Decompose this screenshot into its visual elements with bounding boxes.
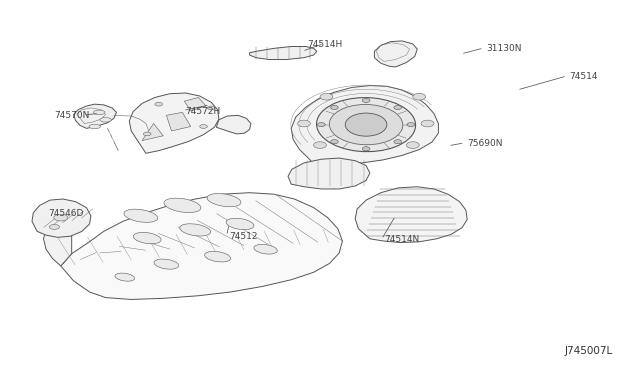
Ellipse shape bbox=[421, 120, 434, 127]
Ellipse shape bbox=[207, 193, 241, 207]
Ellipse shape bbox=[207, 106, 215, 110]
Ellipse shape bbox=[205, 251, 230, 262]
Ellipse shape bbox=[200, 125, 207, 128]
Polygon shape bbox=[355, 187, 467, 243]
Ellipse shape bbox=[330, 105, 403, 145]
Polygon shape bbox=[61, 193, 342, 299]
Ellipse shape bbox=[115, 273, 134, 281]
Ellipse shape bbox=[89, 124, 100, 129]
Ellipse shape bbox=[406, 142, 419, 148]
Polygon shape bbox=[142, 124, 163, 141]
Ellipse shape bbox=[331, 106, 339, 110]
Ellipse shape bbox=[413, 93, 426, 100]
Ellipse shape bbox=[317, 122, 325, 126]
Ellipse shape bbox=[298, 120, 310, 127]
Ellipse shape bbox=[314, 142, 326, 148]
Ellipse shape bbox=[155, 102, 163, 106]
Text: J745007L: J745007L bbox=[565, 346, 613, 356]
Text: 74570N: 74570N bbox=[54, 111, 90, 120]
Ellipse shape bbox=[407, 122, 415, 126]
Text: 74546D: 74546D bbox=[48, 209, 83, 218]
Ellipse shape bbox=[394, 106, 401, 110]
Ellipse shape bbox=[317, 97, 415, 152]
Polygon shape bbox=[44, 208, 72, 266]
Ellipse shape bbox=[54, 214, 68, 221]
Polygon shape bbox=[374, 41, 417, 67]
Polygon shape bbox=[216, 115, 251, 134]
Polygon shape bbox=[74, 104, 116, 128]
Ellipse shape bbox=[362, 147, 370, 151]
Ellipse shape bbox=[143, 132, 151, 136]
Polygon shape bbox=[291, 86, 438, 164]
Polygon shape bbox=[184, 97, 206, 111]
Ellipse shape bbox=[124, 209, 157, 222]
Text: 74514: 74514 bbox=[570, 72, 598, 81]
Polygon shape bbox=[32, 199, 91, 237]
Ellipse shape bbox=[164, 198, 201, 212]
Text: 74572H: 74572H bbox=[186, 107, 221, 116]
Text: 75690N: 75690N bbox=[467, 139, 502, 148]
Ellipse shape bbox=[100, 118, 111, 122]
Ellipse shape bbox=[133, 232, 161, 244]
Polygon shape bbox=[129, 93, 219, 153]
Text: 31130N: 31130N bbox=[486, 44, 522, 53]
Ellipse shape bbox=[346, 113, 387, 136]
Ellipse shape bbox=[49, 224, 60, 229]
Ellipse shape bbox=[362, 98, 370, 102]
Polygon shape bbox=[250, 46, 317, 60]
Ellipse shape bbox=[331, 140, 339, 144]
Text: 74514H: 74514H bbox=[307, 40, 342, 49]
Ellipse shape bbox=[394, 140, 401, 144]
Ellipse shape bbox=[154, 259, 179, 269]
Polygon shape bbox=[166, 112, 191, 131]
Text: 74514N: 74514N bbox=[384, 235, 419, 244]
Ellipse shape bbox=[226, 218, 254, 230]
Polygon shape bbox=[288, 158, 370, 189]
Ellipse shape bbox=[180, 224, 211, 236]
Text: 74512: 74512 bbox=[229, 232, 258, 241]
Ellipse shape bbox=[254, 244, 277, 254]
Ellipse shape bbox=[93, 110, 105, 115]
Ellipse shape bbox=[320, 93, 333, 100]
